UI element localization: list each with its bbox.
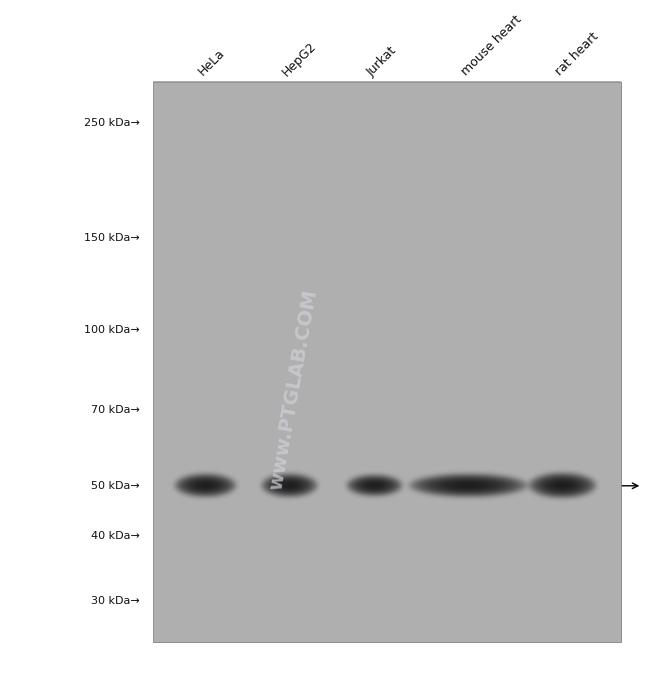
Text: www.PTGLAB.COM: www.PTGLAB.COM: [266, 288, 320, 492]
Text: 150 kDa→: 150 kDa→: [84, 233, 140, 243]
Text: 70 kDa→: 70 kDa→: [91, 405, 140, 415]
Text: HeLa: HeLa: [196, 47, 228, 79]
Text: 250 kDa→: 250 kDa→: [84, 118, 140, 128]
Bar: [153, 82, 621, 642]
Text: HepG2: HepG2: [280, 39, 319, 79]
Text: mouse heart: mouse heart: [459, 13, 524, 79]
Text: 100 kDa→: 100 kDa→: [84, 324, 140, 335]
Text: 30 kDa→: 30 kDa→: [91, 596, 140, 606]
Bar: [153, 82, 621, 642]
Text: Jurkat: Jurkat: [365, 44, 399, 79]
Text: 40 kDa→: 40 kDa→: [91, 531, 140, 541]
Text: 50 kDa→: 50 kDa→: [91, 481, 140, 491]
Text: rat heart: rat heart: [553, 30, 601, 79]
